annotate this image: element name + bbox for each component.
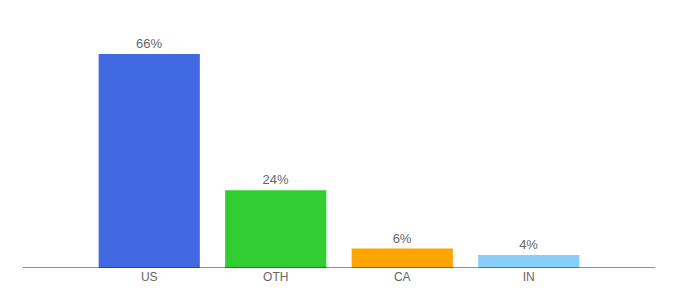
svg-text:24%: 24%: [263, 172, 289, 187]
svg-text:US: US: [141, 270, 158, 284]
svg-text:6%: 6%: [393, 231, 412, 246]
svg-text:IN: IN: [523, 270, 535, 284]
svg-text:OTH: OTH: [263, 270, 288, 284]
svg-text:4%: 4%: [519, 237, 538, 252]
svg-text:CA: CA: [394, 270, 411, 284]
svg-text:66%: 66%: [136, 36, 162, 51]
